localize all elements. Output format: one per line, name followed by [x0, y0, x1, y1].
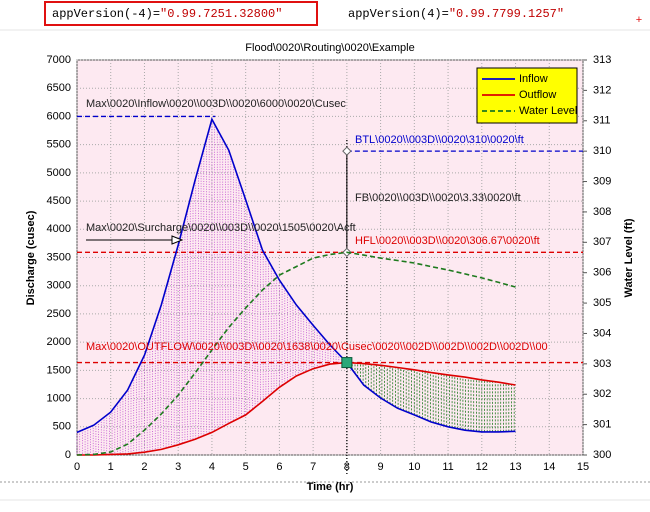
chart: Flood\0020\Routing\0020\Example 0 500 1000 1… — [25, 42, 635, 493]
y2-tick-label: 309 — [593, 175, 611, 187]
x-tick-label: 2 — [141, 461, 147, 473]
cell-formula: appVersion(-4)="0.99.7251.32800" — [52, 7, 282, 21]
annotation: Max\0020\OUTFLOW\0020\\003D\\0020\1638\0… — [86, 341, 548, 353]
x-axis-label: Time (hr) — [307, 481, 354, 493]
annotation: Max\0020\Inflow\0020\\003D\\0020\6000\00… — [86, 98, 346, 110]
y-tick-label: 5000 — [47, 167, 71, 179]
x-tick-label: 10 — [408, 461, 420, 473]
x-tick-label: 11 — [442, 461, 453, 473]
y2-tick-label: 313 — [593, 54, 611, 66]
y2-tick-label: 306 — [593, 267, 611, 279]
annotation: BTL\0020\\003D\\0020\310\0020\ft — [355, 134, 524, 146]
freeboard-marker — [342, 146, 352, 156]
y-tick-label: 1500 — [47, 364, 71, 376]
legend-label: Inflow — [519, 73, 548, 85]
annotation: FB\0020\\003D\\0020\3.33\0020\ft — [355, 192, 521, 204]
y-tick-label: 500 — [53, 421, 71, 433]
sheet-grid — [0, 29, 650, 501]
y-tick-label: 5500 — [47, 139, 71, 151]
legend-label: Water Level — [519, 105, 577, 117]
x-tick-label: 13 — [509, 461, 521, 473]
formula-value: "0.99.7251.32800" — [160, 7, 282, 21]
x-tick-label: 4 — [209, 461, 215, 473]
y-tick-label: 0 — [65, 449, 71, 461]
x-tick-label: 5 — [243, 461, 249, 473]
y-tick-label: 1000 — [47, 392, 71, 404]
y-tick-label: 7000 — [47, 54, 71, 66]
x-tick-label: 9 — [378, 461, 384, 473]
chart-title: Flood\0020\Routing\0020\Example — [245, 42, 414, 54]
y2-tick-label: 305 — [593, 297, 611, 309]
y-tick-label: 2500 — [47, 308, 71, 320]
cursor: + — [636, 14, 642, 26]
formula-value: "0.99.7799.1257" — [449, 7, 564, 21]
x-tick-label: 3 — [175, 461, 181, 473]
y2-tick-label: 307 — [593, 236, 611, 248]
y-tick-label: 3500 — [47, 251, 71, 263]
series-line — [77, 361, 516, 456]
y2-tick-label: 301 — [593, 419, 611, 431]
formula: appVersion(-4)= — [52, 7, 160, 21]
cell-formula: appVersion(4)="0.99.7799.1257" — [348, 7, 564, 21]
y2-tick-label: 310 — [593, 145, 611, 157]
y2-tick-label: 312 — [593, 84, 611, 96]
y-tick-label: 2000 — [47, 336, 71, 348]
y-tick-label: 4500 — [47, 195, 71, 207]
series-line — [76, 117, 516, 434]
y2-tick-label: 308 — [593, 206, 611, 218]
cell-highlight — [44, 1, 318, 26]
x-tick-label: 6 — [276, 461, 282, 473]
y2-axis-label: Water Level (ft) — [623, 218, 635, 297]
y2-tick-label: 303 — [593, 358, 611, 370]
x-tick-label: 14 — [543, 461, 555, 473]
annotation: Max\0020\Surcharge\0020\\003D\\0020\1505… — [86, 222, 356, 234]
x-tick-label: 8 — [344, 461, 350, 473]
y2-tick-label: 304 — [593, 327, 611, 339]
fill-hatch — [76, 119, 345, 455]
x-tick-label: 12 — [476, 461, 488, 473]
y2-tick-label: 302 — [593, 388, 611, 400]
y-tick-label: 6500 — [47, 82, 71, 94]
y-tick-label: 6000 — [47, 110, 71, 122]
peak-marker — [341, 357, 353, 369]
y-tick-label: 4000 — [47, 223, 71, 235]
x-tick-label: 1 — [108, 461, 114, 473]
legend-label: Outflow — [519, 89, 556, 101]
fill-hatch — [349, 362, 515, 432]
annotation: HFL\0020\\003D\\0020\306.67\0020\ft — [355, 235, 540, 247]
annotation-arrowhead — [171, 235, 184, 245]
y-axis-label: Discharge (cusec) — [25, 210, 37, 305]
x-tick-label: 0 — [74, 461, 80, 473]
x-tick-label: 15 — [577, 461, 589, 473]
y-tick-label: 3000 — [47, 280, 71, 292]
formula: appVersion(4)= — [348, 7, 449, 21]
y2-tick-label: 300 — [593, 449, 611, 461]
series-line — [76, 251, 516, 456]
y2-tick-label: 311 — [593, 115, 611, 127]
x-tick-label: 7 — [310, 461, 316, 473]
